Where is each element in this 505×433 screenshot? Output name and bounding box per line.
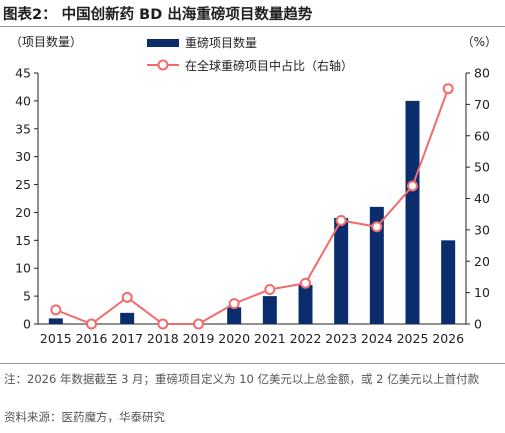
share-point-2020 <box>228 298 240 310</box>
share-point-2023 <box>335 214 347 226</box>
bar-2026 <box>441 240 456 324</box>
legend-bar-swatch <box>147 39 179 47</box>
share-point-2019 <box>193 318 204 330</box>
left-axis-tick-label: 45 <box>15 66 31 81</box>
x-axis-tick-label: 2024 <box>361 331 393 346</box>
legend: 重磅项目数量 在全球重磅项目中占比（右轴） <box>147 35 353 73</box>
bar-2024 <box>369 206 384 324</box>
share-point-2026 <box>442 83 454 95</box>
share-point-2017 <box>121 291 133 303</box>
x-axis-tick-label: 2021 <box>254 331 286 346</box>
share-point-2016 <box>86 318 97 330</box>
left-axis-tick-label: 35 <box>15 121 31 136</box>
x-axis-tick-label: 2018 <box>147 331 179 346</box>
x-axis-tick-label: 2026 <box>432 331 464 346</box>
right-axis-tick-label: 30 <box>474 222 490 237</box>
bar-2021 <box>262 296 277 324</box>
x-axis-tick-label: 2016 <box>76 331 108 346</box>
share-point-2025 <box>407 180 418 192</box>
bar-2023 <box>334 218 349 324</box>
bar-2017 <box>120 312 135 324</box>
bar-2022 <box>298 284 313 324</box>
left-axis-tick-label: 25 <box>15 177 31 192</box>
right-axis-tick-label: 0 <box>474 317 482 332</box>
right-axis-tick-label: 60 <box>474 128 490 143</box>
right-axis-tick-label: 70 <box>474 97 490 112</box>
x-axis-tick-label: 2025 <box>397 331 429 346</box>
x-axis-tick-label: 2023 <box>325 331 357 346</box>
share-point-2021 <box>264 283 276 295</box>
left-axis-tick-label: 0 <box>23 317 31 332</box>
share-line <box>55 88 450 326</box>
right-axis-tick-label: 80 <box>474 66 490 81</box>
right-axis-unit-label: （%） <box>462 35 497 49</box>
share-point-2018 <box>157 318 169 330</box>
left-axis-tick-label: 40 <box>15 93 31 108</box>
share-point-2015 <box>50 304 62 316</box>
x-axis-tick-label: 2017 <box>111 331 143 346</box>
bar-2020 <box>227 307 242 324</box>
left-axis-tick-label: 10 <box>15 261 31 276</box>
x-axis-tick-label: 2022 <box>290 331 322 346</box>
bar-2025 <box>405 100 420 324</box>
bar-2015 <box>48 318 63 324</box>
right-axis-tick-label: 50 <box>474 160 490 175</box>
share-point-2022 <box>300 277 311 289</box>
share-point-2024 <box>371 221 383 233</box>
left-axis-tick-label: 5 <box>23 289 31 304</box>
legend-line-label: 在全球重磅项目中占比（右轴） <box>185 58 353 73</box>
notes-divider <box>0 363 505 364</box>
right-axis-tick-label: 20 <box>474 254 490 269</box>
x-axis-tick-label: 2015 <box>40 331 72 346</box>
title-divider <box>0 26 505 27</box>
chart-source: 资料来源：医药魔方，华泰研究 <box>4 410 165 424</box>
left-axis-tick-label: 30 <box>15 149 31 164</box>
right-axis-tick-label: 10 <box>474 285 490 300</box>
x-axis-tick-label: 2019 <box>183 331 215 346</box>
left-axis-tick-label: 15 <box>15 233 31 248</box>
x-axis-tick-label: 2020 <box>218 331 250 346</box>
right-axis-tick-label: 40 <box>474 191 490 206</box>
legend-line-marker <box>157 59 169 71</box>
chart-title: 图表2： 中国创新药 BD 出海重磅项目数量趋势 <box>3 7 313 23</box>
left-axis-tick-label: 20 <box>15 205 31 220</box>
left-axis-unit-label: （项目数量） <box>10 34 82 49</box>
combo-chart: （项目数量） （%） 重磅项目数量 在全球重磅项目中占比（右轴） 0 5 10 15 2… <box>10 34 497 347</box>
chart-note: 注：2026 年数据截至 3 月；重磅项目定义为 10 亿美元以上总金额，或 2… <box>4 372 480 386</box>
legend-bar-label: 重磅项目数量 <box>185 35 257 50</box>
